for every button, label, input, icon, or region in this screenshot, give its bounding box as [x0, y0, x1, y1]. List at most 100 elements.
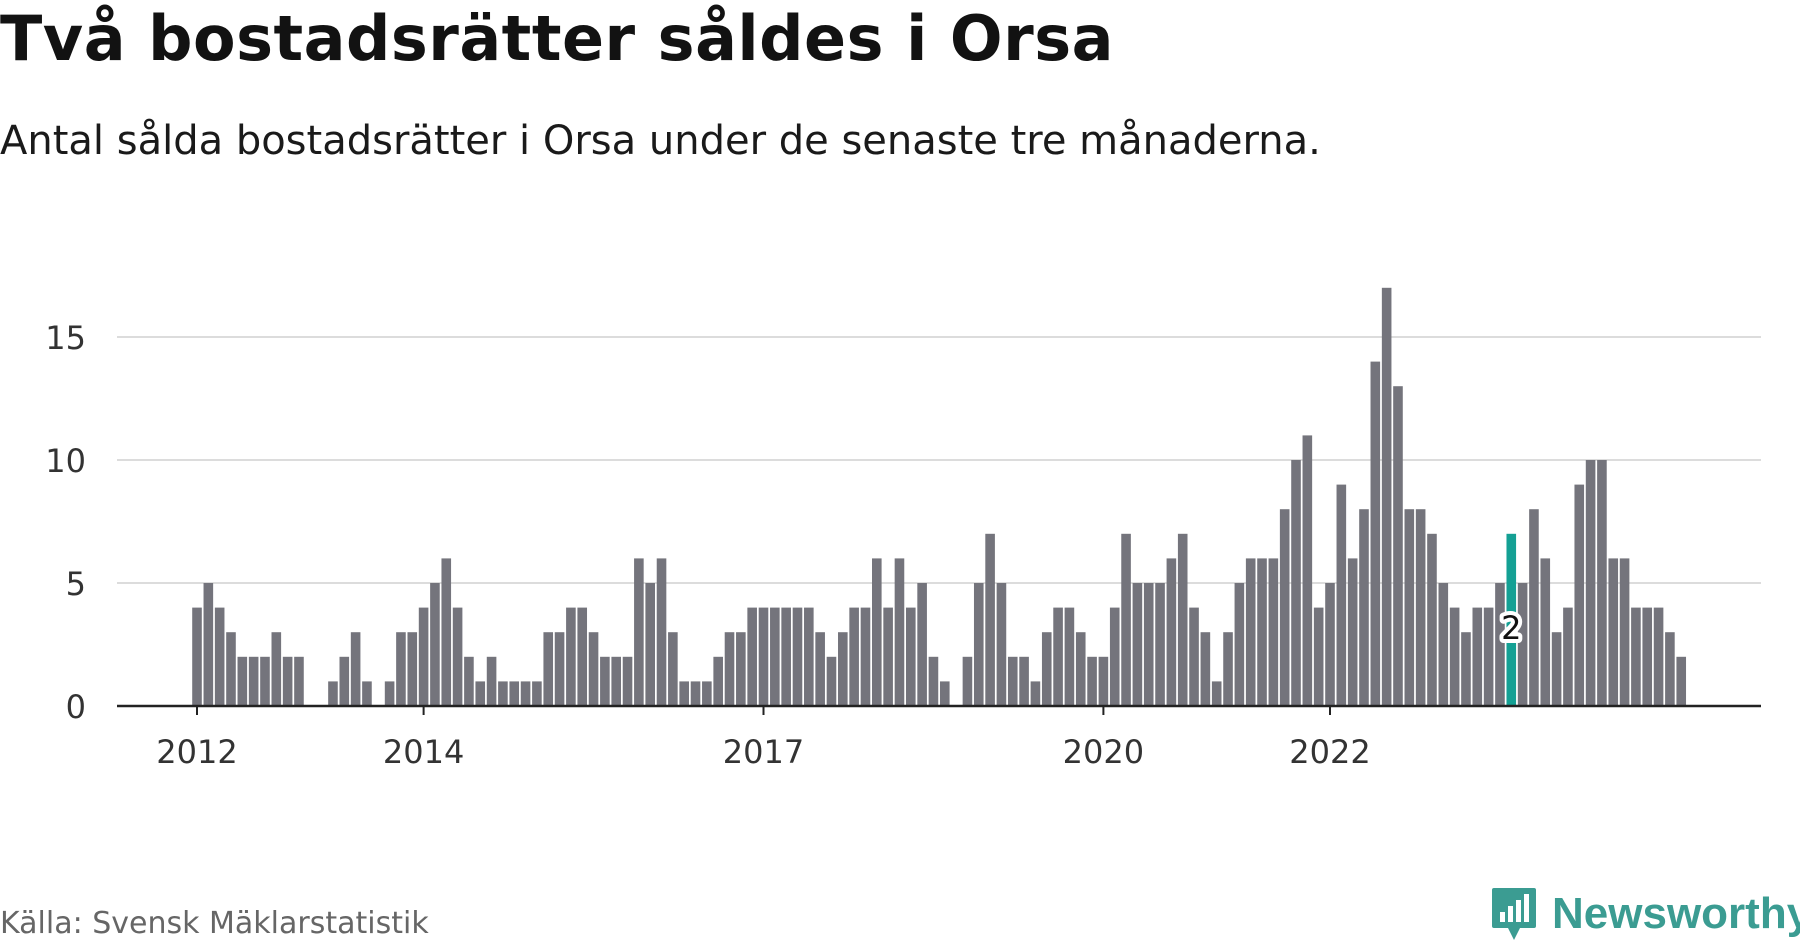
bar [1109, 607, 1120, 706]
bar [1223, 632, 1233, 706]
bar [1325, 583, 1335, 706]
bar [622, 656, 633, 706]
chart-title: Två bostadsrätter såldes i Orsa [0, 2, 1114, 75]
bar [702, 681, 712, 706]
bar-highlight [1506, 533, 1517, 706]
bar [407, 632, 418, 706]
bar [566, 607, 576, 706]
bar [1132, 583, 1143, 706]
bar [1291, 460, 1301, 706]
bar [1653, 607, 1664, 706]
bar [203, 583, 214, 706]
bar [350, 632, 361, 706]
bar [1189, 607, 1199, 706]
bar [1427, 533, 1437, 706]
bar [1483, 607, 1494, 706]
bar [237, 656, 248, 706]
bar [713, 656, 723, 706]
bar [781, 607, 791, 706]
bar [939, 681, 950, 706]
bar [1177, 533, 1188, 706]
chart-subtitle: Antal sålda bostadsrätter i Orsa under d… [0, 118, 1321, 164]
bar [1087, 656, 1097, 706]
bar [1574, 484, 1585, 706]
bar [1030, 681, 1041, 706]
y-tick-label: 15 [45, 319, 86, 357]
x-tick-label: 2017 [723, 733, 804, 771]
x-tick-label: 2022 [1289, 733, 1370, 771]
bar [792, 607, 803, 706]
bar [1268, 558, 1279, 706]
bar [634, 558, 644, 706]
bar [362, 681, 372, 706]
bar [1041, 632, 1052, 706]
bar [1438, 583, 1449, 706]
bar [1529, 509, 1539, 706]
bar [543, 632, 554, 706]
data-label-halo: 2 [1501, 609, 1521, 647]
bar [1234, 583, 1245, 706]
bar [452, 607, 463, 706]
bar [611, 656, 622, 706]
bar [339, 656, 350, 706]
bar [747, 607, 757, 706]
bar [328, 681, 338, 706]
bar [1359, 509, 1369, 706]
bar [838, 632, 848, 706]
bar [1143, 583, 1154, 706]
bar [1415, 509, 1426, 706]
bar [441, 558, 452, 706]
bar [1211, 681, 1222, 706]
bar [1381, 287, 1392, 706]
bar [1019, 656, 1029, 706]
bar [1155, 583, 1165, 706]
x-tick-label: 2012 [156, 733, 237, 771]
bar [1370, 361, 1381, 706]
source-note: Källa: Svensk Mäklarstatistik [0, 906, 429, 941]
bar [815, 632, 825, 706]
bar [656, 558, 667, 706]
bar [645, 583, 655, 706]
bar [1585, 460, 1596, 706]
bar [1075, 632, 1086, 706]
bar [1642, 607, 1653, 706]
bar [1098, 656, 1109, 706]
brand-name: Newsworthy [1552, 889, 1800, 938]
bar [509, 681, 520, 706]
bar [985, 533, 995, 706]
bar [430, 583, 440, 706]
bar [1257, 558, 1267, 706]
bar [1472, 607, 1483, 706]
bar [1313, 607, 1324, 706]
bar [1631, 607, 1641, 706]
bar [248, 656, 259, 706]
bar [1064, 607, 1075, 706]
bar [1597, 460, 1607, 706]
bar [1619, 558, 1630, 706]
bar [464, 656, 474, 706]
bar [1495, 583, 1505, 706]
y-tick-label: 0 [66, 688, 86, 726]
bar [1461, 632, 1471, 706]
bar [282, 656, 293, 706]
bar [1053, 607, 1063, 706]
bar [577, 607, 588, 706]
bar [486, 656, 497, 706]
bar [928, 656, 939, 706]
bar [905, 607, 916, 706]
bar-chart-icon [1492, 888, 1536, 940]
bar [271, 632, 282, 706]
bar [192, 607, 202, 706]
bar [520, 681, 531, 706]
bar [1540, 558, 1551, 706]
bar [226, 632, 236, 706]
bar [1517, 583, 1528, 706]
bar [1200, 632, 1211, 706]
bar [679, 681, 689, 706]
bar [532, 681, 542, 706]
y-tick-label: 5 [66, 565, 86, 603]
bar [690, 681, 701, 706]
bar [418, 607, 429, 706]
x-tick-label: 2020 [1063, 733, 1144, 771]
x-tick-label: 2014 [383, 733, 464, 771]
